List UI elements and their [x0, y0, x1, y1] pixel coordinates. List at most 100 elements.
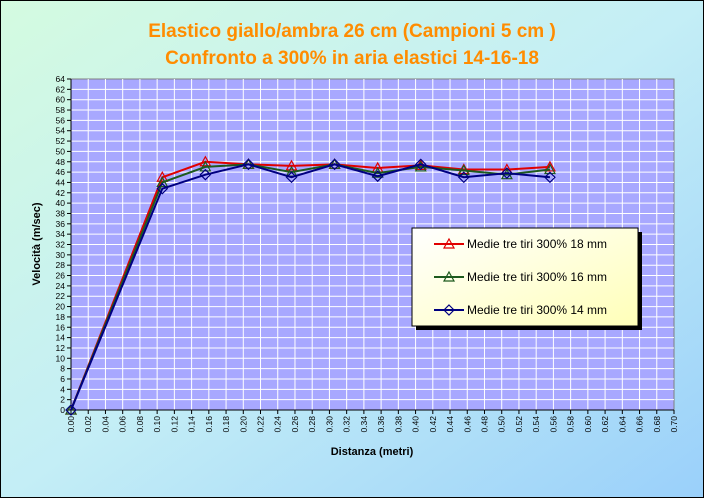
- x-tick-label: 0.04: [100, 416, 110, 433]
- x-tick-label: 0.06: [118, 416, 128, 433]
- data-point: [199, 168, 212, 181]
- data-point: [501, 167, 513, 179]
- y-tick-label: 0: [60, 405, 65, 415]
- y-tick-label: 42: [56, 188, 66, 198]
- data-point: [156, 171, 169, 182]
- chart-title-line2: Confronto a 300% in aria elastici 14-16-…: [165, 48, 539, 69]
- x-tick-label: 0.02: [83, 416, 93, 433]
- y-tick-label: 30: [56, 250, 66, 260]
- legend-entry-3: Medie tre tiri 300% 14 mm: [434, 303, 607, 317]
- legend-label: Medie tre tiri 300% 14 mm: [467, 303, 607, 317]
- x-tick-label: 0.00: [66, 416, 76, 433]
- y-tick-label: 16: [56, 322, 66, 332]
- data-point: [285, 171, 298, 184]
- x-tick-label: 0.12: [169, 416, 179, 433]
- x-tick-label: 0.26: [290, 416, 300, 433]
- x-tick-label: 0.18: [221, 416, 231, 433]
- legend-marker: [442, 270, 456, 282]
- x-tick-label: 0.66: [635, 416, 645, 433]
- y-tick-label: 48: [56, 157, 66, 167]
- x-tick-label: 0.62: [600, 416, 610, 433]
- series: [64, 155, 556, 416]
- x-tick-label: 0.14: [187, 416, 197, 433]
- x-tick-label: 0.08: [135, 416, 145, 433]
- x-tick-label: 0.10: [152, 416, 162, 433]
- data-point: [543, 163, 556, 175]
- y-tick-label: 38: [56, 208, 66, 218]
- y-tick-label: 12: [56, 343, 66, 353]
- data-point: [285, 165, 298, 177]
- x-tick-label: 0.32: [342, 416, 352, 433]
- y-tick-label: 64: [56, 74, 66, 84]
- x-tick-label: 0.42: [428, 416, 438, 433]
- x-tick-label: 0.60: [583, 416, 593, 433]
- data-point: [242, 158, 255, 171]
- data-point: [64, 403, 78, 415]
- x-tick-label: 0.30: [324, 416, 334, 433]
- data-point: [156, 176, 169, 188]
- x-tick-label: 0.34: [359, 416, 369, 433]
- y-tick-label: 40: [56, 198, 66, 208]
- data-point: [328, 158, 341, 169]
- data-point: [543, 160, 556, 172]
- legend-marker: [442, 237, 456, 249]
- x-tick-label: 0.20: [238, 416, 248, 433]
- x-tick-label: 0.16: [204, 416, 214, 433]
- y-tick-label: 60: [56, 95, 66, 105]
- x-tick-label: 0.58: [566, 416, 576, 433]
- legend-entry-2: Medie tre tiri 300% 16 mm: [434, 270, 607, 284]
- x-tick-label: 0.64: [617, 416, 627, 433]
- x-tick-label: 0.40: [411, 416, 421, 433]
- legend: Medie tre tiri 300% 18 mm Medie tre tiri …: [411, 227, 642, 330]
- y-axis-title: Velocità (m/sec): [31, 202, 43, 285]
- y-tick-label: 4: [60, 384, 65, 394]
- x-tick-label: 0.44: [445, 416, 455, 433]
- y-tick-label: 54: [56, 126, 66, 136]
- data-point: [199, 160, 212, 172]
- data-point: [371, 170, 384, 183]
- y-tick-label: 8: [60, 364, 65, 374]
- y-tick-label: 36: [56, 219, 66, 229]
- data-point: [457, 164, 470, 176]
- axes: 0246810121416182022242628303234363840424…: [56, 74, 679, 433]
- chart-title-line1: Elastico giallo/ambra 26 cm (Campioni 5 …: [148, 21, 556, 42]
- series-line: [70, 163, 551, 411]
- y-tick-label: 22: [56, 291, 66, 301]
- data-point: [544, 171, 556, 184]
- y-tick-label: 26: [56, 271, 66, 281]
- x-tick-label: 0.24: [273, 416, 283, 433]
- y-tick-label: 10: [56, 353, 66, 363]
- x-tick-label: 0.68: [652, 416, 662, 433]
- y-tick-label: 62: [56, 84, 66, 94]
- y-tick-label: 56: [56, 115, 66, 125]
- legend-label: Medie tre tiri 300% 16 mm: [467, 270, 607, 284]
- y-tick-label: 50: [56, 146, 66, 156]
- x-tick-label: 0.22: [256, 416, 266, 433]
- series-3: [65, 158, 556, 416]
- x-tick-label: 0.46: [462, 416, 472, 433]
- y-tick-label: 34: [56, 229, 66, 239]
- y-tick-label: 32: [56, 240, 66, 250]
- y-tick-label: 24: [56, 281, 66, 291]
- x-tick-label: 0.52: [514, 416, 524, 433]
- data-point: [199, 155, 212, 167]
- x-tick-label: 0.36: [376, 416, 386, 433]
- y-tick-label: 18: [56, 312, 66, 322]
- data-point: [457, 171, 470, 184]
- y-tick-label: 2: [60, 395, 65, 405]
- x-tick-label: 0.38: [393, 416, 403, 433]
- y-tick-label: 20: [56, 302, 66, 312]
- y-tick-label: 46: [56, 167, 66, 177]
- x-tick-label: 0.50: [497, 416, 507, 433]
- y-tick-label: 6: [60, 374, 65, 384]
- x-tick-label: 0.54: [531, 416, 541, 433]
- data-point: [242, 158, 255, 169]
- data-point: [414, 158, 427, 171]
- data-point: [156, 182, 169, 195]
- x-axis-title: Distanza (metri): [331, 446, 414, 458]
- data-point: [285, 159, 298, 171]
- legend-entry-1: Medie tre tiri 300% 18 mm: [434, 237, 607, 251]
- y-tick-label: 58: [56, 105, 66, 115]
